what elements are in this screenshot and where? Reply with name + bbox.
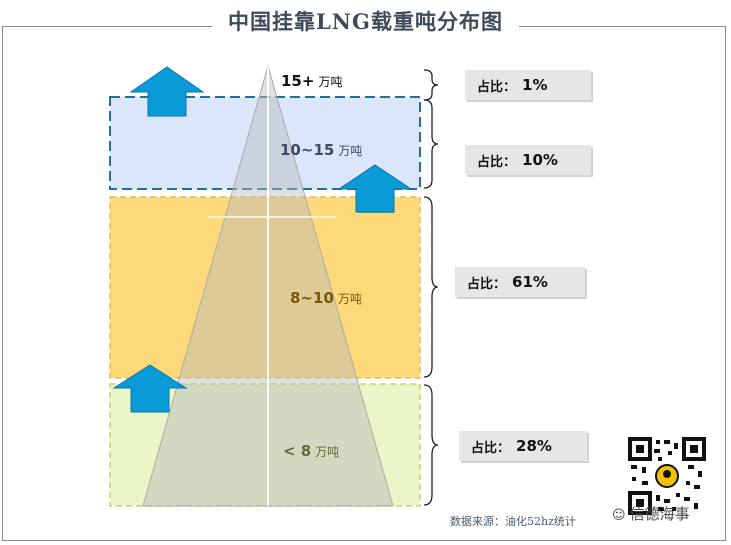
band-8-10 bbox=[109, 196, 421, 379]
watermark: ☺ 信德海事 bbox=[612, 505, 690, 523]
source-note: 数据来源：油化52hz统计 bbox=[450, 515, 576, 528]
tier-label-8-10: 8~10 万吨 bbox=[290, 289, 362, 307]
brace-15plus bbox=[423, 69, 439, 101]
page-title: 中国挂靠LNG载重吨分布图 bbox=[0, 6, 731, 36]
share-badge-8-10: 占比： 61% bbox=[455, 267, 585, 297]
qr-code-icon bbox=[628, 437, 706, 515]
share-badge-10-15: 占比： 10% bbox=[465, 145, 591, 175]
tier-label-10-15: 10~15 万吨 bbox=[280, 141, 363, 159]
wechat-icon: ☺ bbox=[612, 508, 626, 523]
brace-lt8 bbox=[423, 384, 439, 506]
share-badge-15plus: 占比： 1% bbox=[465, 70, 591, 100]
share-badge-lt8: 占比： 28% bbox=[459, 431, 587, 461]
brace-10-15 bbox=[423, 99, 439, 189]
up-arrow-icon-1 bbox=[129, 66, 205, 117]
band-lt8 bbox=[109, 383, 421, 507]
brace-8-10 bbox=[423, 196, 439, 378]
tier-label-15plus: 15+ 万吨 bbox=[281, 72, 343, 90]
up-arrow-icon-2 bbox=[337, 164, 413, 213]
up-arrow-icon-3 bbox=[112, 364, 188, 413]
tier-label-lt8: < 8 万吨 bbox=[283, 442, 340, 460]
